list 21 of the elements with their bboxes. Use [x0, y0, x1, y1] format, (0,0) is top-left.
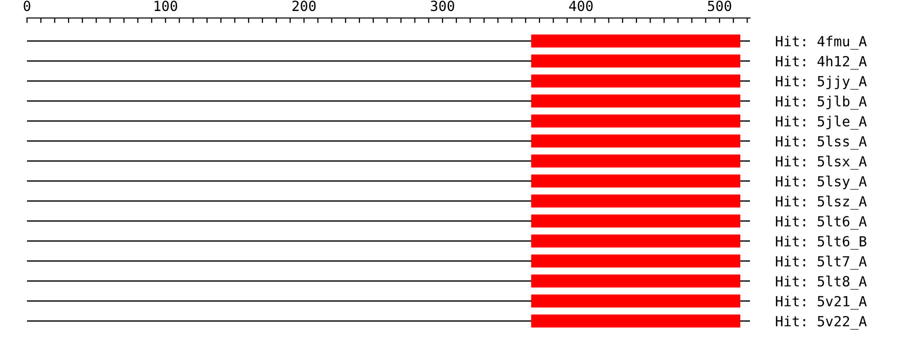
y-tick-label: Hit: 4fmu_A	[776, 36, 867, 50]
y-tick-label: Hit: 5jle_A	[776, 116, 867, 130]
y-tick-label: Hit: 5v21_A	[776, 296, 867, 310]
y-tick-label: Hit: 5jjy_A	[776, 76, 867, 90]
x-tick-label: 500	[708, 0, 732, 12]
y-tick-label: Hit: 5lt6_B	[776, 236, 866, 250]
x-tick-label: 100	[154, 0, 178, 12]
y-tick-label: Hit: 5jlb_A	[776, 96, 867, 110]
y-tick-label: Hit: 4h12_A	[776, 56, 867, 70]
x-tick-label: 0	[24, 0, 30, 12]
x-tick-label: 200	[292, 0, 316, 12]
y-tick-label: Hit: 5lt6_A	[776, 216, 867, 230]
y-tick-label: Hit: 5lss_A	[776, 136, 867, 150]
y-tick-label: Hit: 5lsx_A	[776, 156, 867, 170]
y-tick-label: Hit: 5lsz_A	[776, 196, 867, 210]
y-tick-label: Hit: 5lt7_A	[776, 256, 867, 270]
x-tick-label: 400	[569, 0, 593, 12]
y-tick-label: Hit: 5v22_A	[776, 316, 867, 330]
x-tick-label: 300	[430, 0, 454, 12]
y-tick-label: Hit: 5lt8_A	[776, 276, 867, 290]
y-tick-label: Hit: 5lsy_A	[776, 176, 867, 190]
